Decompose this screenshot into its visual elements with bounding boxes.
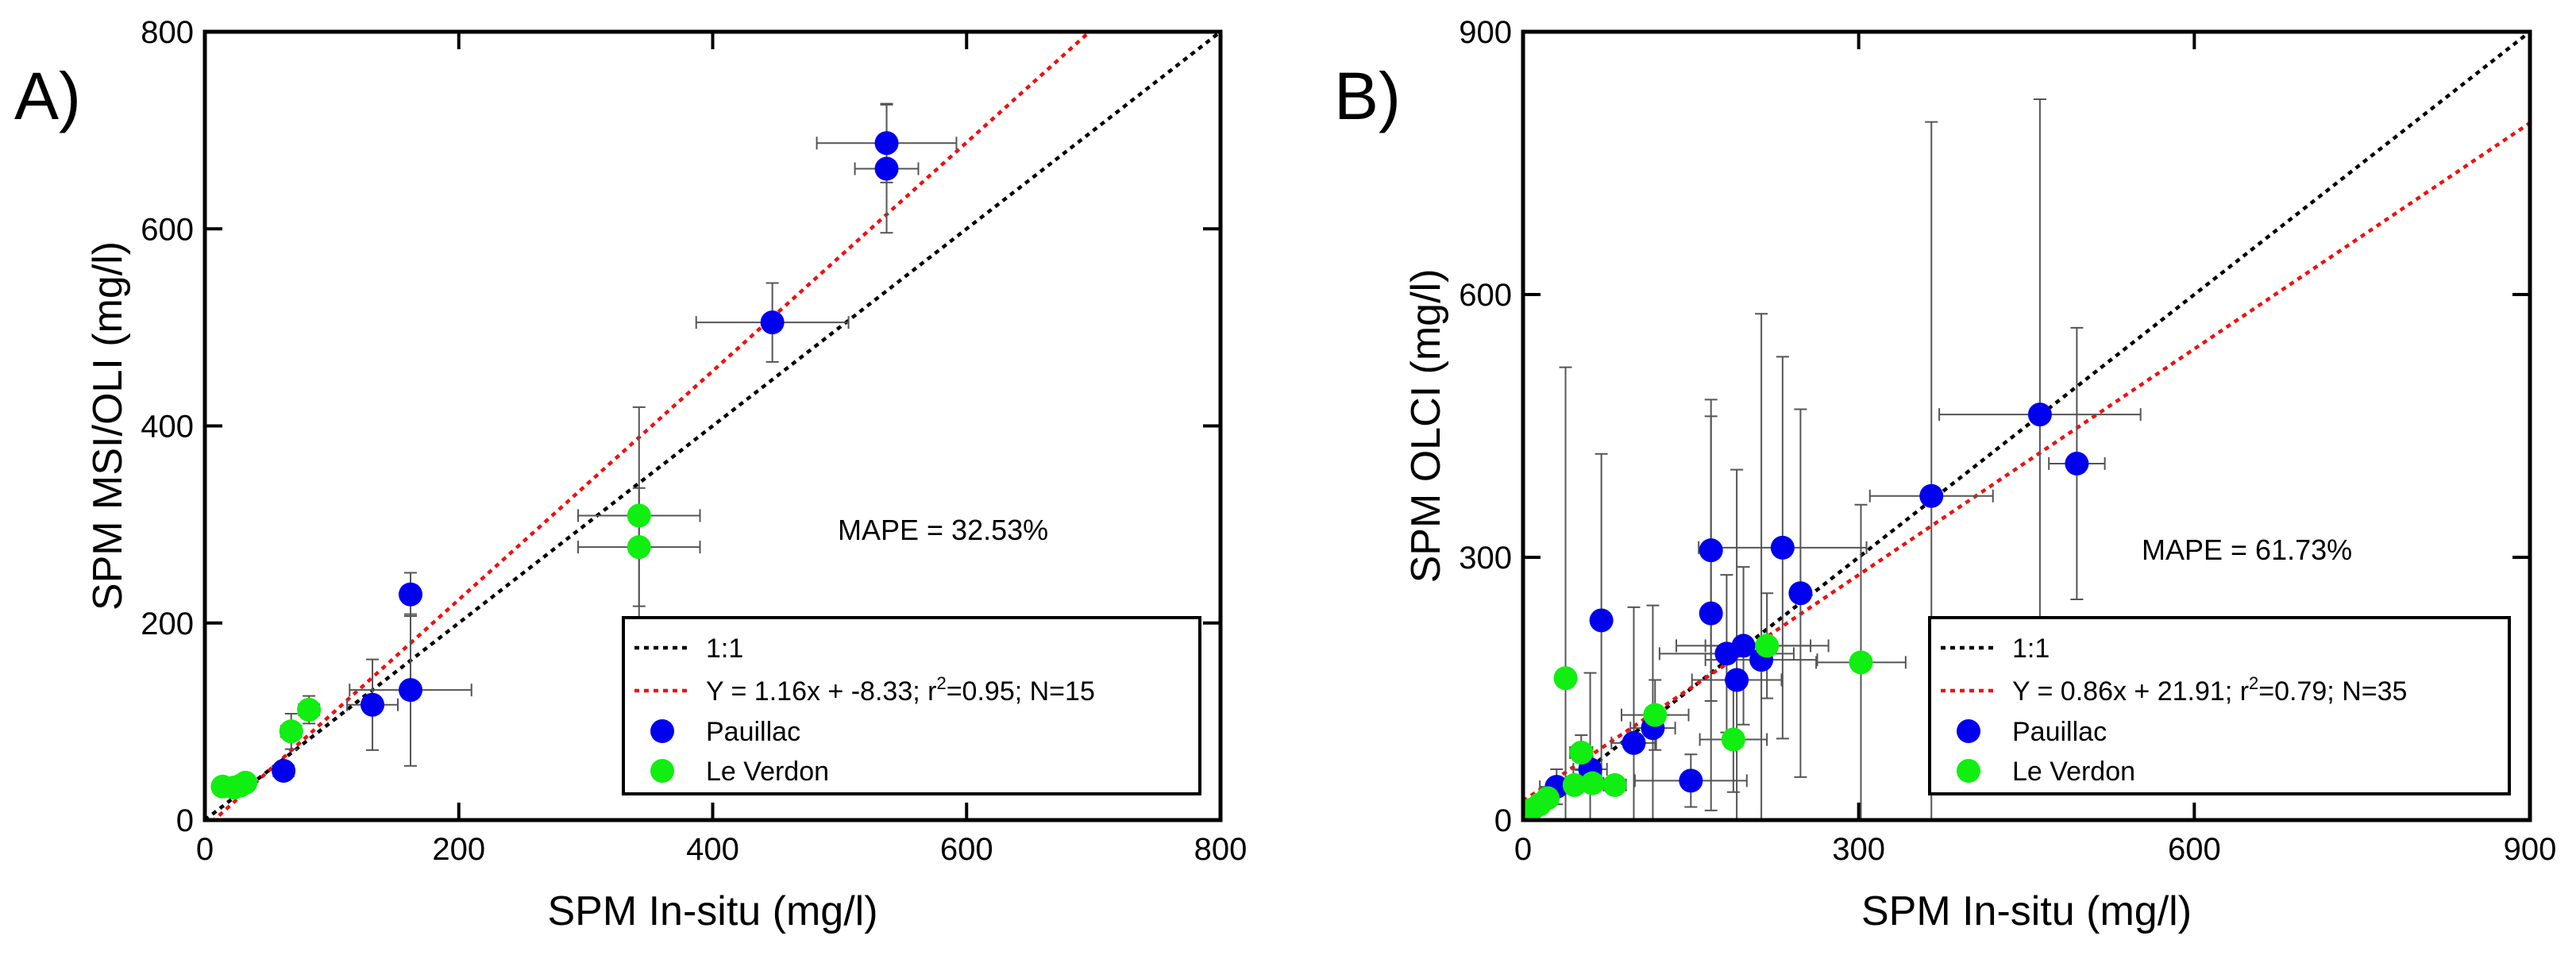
legend-marker-le-verdon [1957, 759, 1980, 783]
x-tick-label: 900 [2504, 832, 2557, 867]
legend-label-fit: Y = 0.86x + 21.91; r2=0.79; N=35 [2012, 673, 2407, 707]
axes-frame [202, 29, 1223, 822]
legend-label-one-to-one: 1:1 [2012, 634, 2050, 664]
x-axis-label: SPM In-situ (mg/l) [547, 888, 877, 934]
data-point-pauillac [272, 758, 296, 783]
panel-label: A) [14, 59, 81, 133]
data-point-le-verdon [1849, 650, 1873, 675]
data-point-pauillac [874, 131, 899, 156]
y-tick-label: 900 [1459, 15, 1512, 50]
data-point-le-verdon [1602, 772, 1627, 797]
y-tick-label: 300 [1459, 541, 1512, 576]
data-point-pauillac [1589, 608, 1614, 633]
data-point-pauillac [2065, 451, 2089, 476]
data-point-pauillac [1770, 535, 1795, 560]
legend-label-le-verdon: Le Verdon [706, 757, 829, 787]
legend-label-fit: Y = 1.16x + -8.33; r2=0.95; N=15 [706, 673, 1095, 707]
y-tick-label: 600 [141, 212, 194, 247]
legend-fit-text: Y = 1.16x + -8.33; r [706, 676, 936, 707]
data-point-le-verdon [1569, 741, 1594, 765]
data-point-pauillac [361, 692, 385, 717]
legend-fit-text: Y = 0.86x + 21.91; r [2012, 676, 2249, 707]
data-point-pauillac [1622, 730, 1646, 755]
mape-annotation: MAPE = 32.53% [838, 514, 1048, 546]
data-point-pauillac [1919, 483, 1944, 508]
data-point-le-verdon [1721, 727, 1745, 752]
legend: 1:1 Y = 1.16x + -8.33; r2=0.95; N=15 Pauil… [622, 616, 1201, 795]
legend-marker-pauillac [650, 719, 674, 743]
data-point-le-verdon [1755, 634, 1780, 658]
error-bar-le-verdon [1559, 366, 1572, 820]
x-tick-label: 600 [2168, 832, 2221, 867]
x-tick-label: 0 [1514, 832, 1532, 867]
chart-panel-b: 0 300 600 900 0 300 600 900 SPM In-situ (mg/l) SP… [1334, 15, 2557, 934]
legend-label-pauillac: Pauillac [706, 717, 800, 747]
data-point-pauillac [398, 582, 422, 607]
axes-frame [1521, 29, 2532, 822]
data-point-pauillac [398, 678, 422, 703]
data-point-pauillac [874, 156, 899, 181]
data-point-le-verdon [279, 719, 303, 744]
x-tick-label: 200 [432, 832, 485, 867]
legend-label-pauillac: Pauillac [2012, 717, 2107, 747]
data-point-pauillac [2027, 402, 2052, 427]
regression-line [1523, 121, 2530, 803]
legend-box [622, 616, 1201, 795]
legend-marker-le-verdon [650, 759, 674, 783]
y-axis-label: SPM MSI/OLI (mg/l) [85, 241, 131, 610]
y-tick-label: 800 [141, 15, 194, 50]
plot-area [205, 32, 1221, 820]
y-tick-label: 0 [1494, 803, 1512, 838]
data-point-le-verdon [1523, 801, 1541, 820]
x-tick-label: 300 [1832, 832, 1885, 867]
legend-fit-stats: =0.95; N=15 [947, 676, 1095, 707]
legend-fit-superscript: 2 [2249, 673, 2258, 693]
data-point-le-verdon [1643, 703, 1668, 727]
y-axis-label: SPM OLCI (mg/l) [1403, 269, 1449, 583]
data-point-le-verdon [1553, 666, 1578, 691]
y-tick-label: 600 [1459, 278, 1512, 313]
data-point-pauillac [1699, 601, 1723, 626]
x-tick-label: 400 [686, 832, 739, 867]
x-tick-label: 0 [196, 832, 214, 867]
legend-fit-stats: =0.79; N=35 [2258, 676, 2407, 707]
data-point-pauillac [1679, 768, 1703, 793]
data-point-le-verdon [297, 697, 322, 722]
data-point-pauillac [1731, 634, 1756, 658]
x-tick-label: 600 [940, 832, 993, 867]
data-point-pauillac [1725, 668, 1749, 692]
x-tick-label: 800 [1194, 832, 1248, 867]
data-point-le-verdon [222, 776, 246, 800]
one-to-one-line [205, 32, 1221, 820]
legend-label-one-to-one: 1:1 [706, 634, 743, 664]
data-point-le-verdon [1562, 772, 1587, 797]
legend: 1:1 Y = 0.86x + 21.91; r2=0.79; N=35 Pauil… [1928, 616, 2511, 795]
panel-label: B) [1334, 59, 1401, 133]
mape-annotation: MAPE = 61.73% [2142, 533, 2352, 566]
data-point-pauillac [760, 310, 785, 335]
y-tick-label: 200 [141, 607, 194, 641]
legend-fit-superscript: 2 [936, 673, 946, 693]
data-point-pauillac [1699, 538, 1723, 563]
legend-marker-pauillac [1957, 719, 1980, 743]
data-point-le-verdon [627, 535, 651, 560]
y-tick-label: 0 [176, 803, 194, 838]
legend-label-le-verdon: Le Verdon [2012, 757, 2135, 787]
legend-box [1928, 616, 2511, 795]
data-point-le-verdon [1580, 771, 1605, 795]
chart-panel-a: 0 200 400 600 800 0 200 400 600 800 SPM In-situ (m… [14, 15, 1248, 934]
data-point-le-verdon [627, 503, 651, 528]
plot-area [1523, 32, 2530, 820]
x-axis-label: SPM In-situ (mg/l) [1861, 888, 2192, 934]
y-tick-label: 400 [141, 410, 194, 445]
data-point-pauillac [1788, 581, 1813, 606]
